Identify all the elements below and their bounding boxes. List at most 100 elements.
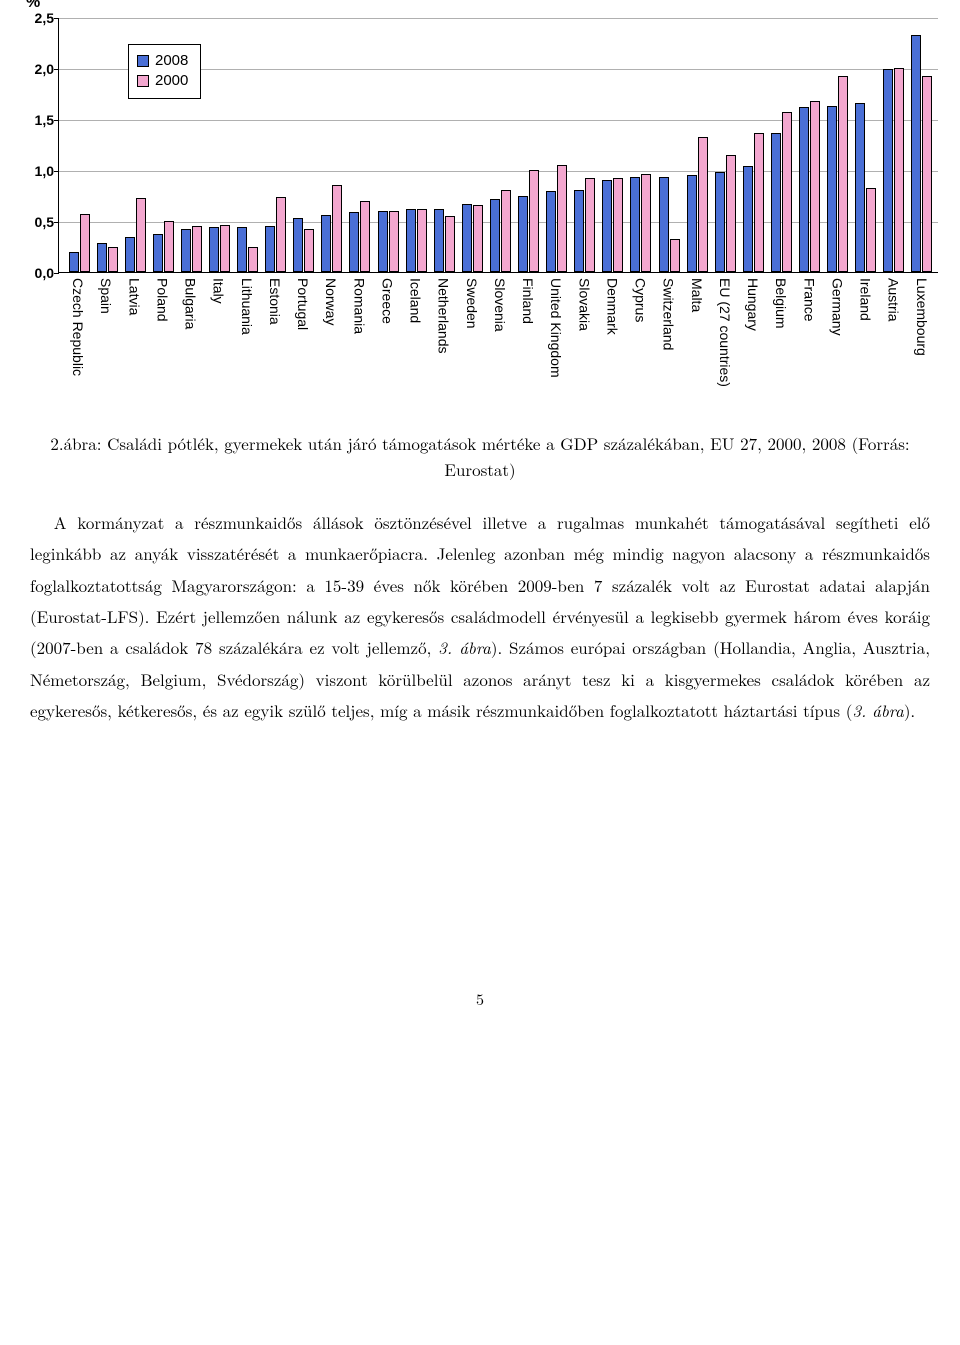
bar-pair <box>318 185 346 272</box>
x-label-wrap: France <box>795 276 823 387</box>
bar-s2008 <box>546 191 556 272</box>
bar-s2008 <box>687 175 697 272</box>
bar-s2008 <box>659 177 669 272</box>
bar-s2008 <box>715 172 725 272</box>
bar-pair <box>430 209 458 272</box>
x-label-wrap: United Kingdom <box>542 276 570 387</box>
y-tick-label: 1,0 <box>18 163 54 179</box>
x-label: Czech Republic <box>70 276 86 387</box>
bar-s2008 <box>97 243 107 272</box>
page-number: 5 <box>30 987 930 1010</box>
bar-pair <box>262 197 290 272</box>
x-label: Greece <box>379 276 395 387</box>
text: ). <box>904 698 915 722</box>
legend-label: 2008 <box>155 52 188 69</box>
x-label-wrap: Hungary <box>739 276 767 387</box>
x-label-wrap: Malta <box>683 276 711 387</box>
bar-pair <box>205 225 233 272</box>
x-label: Latvia <box>126 276 142 387</box>
x-label: Germany <box>829 276 845 387</box>
bar-pair <box>93 243 121 272</box>
x-label-wrap: Norway <box>317 276 345 387</box>
x-label-wrap: Netherlands <box>430 276 458 387</box>
bar-s2008 <box>827 106 837 272</box>
x-label-wrap: Bulgaria <box>177 276 205 387</box>
bar-pair <box>824 76 852 272</box>
bar-pair <box>711 155 739 272</box>
x-label-wrap: Latvia <box>120 276 148 387</box>
x-label-wrap: Portugal <box>289 276 317 387</box>
bar-pair <box>852 103 880 272</box>
x-label-wrap: Denmark <box>598 276 626 387</box>
bar-s2008 <box>799 107 809 272</box>
bar-s2008 <box>630 177 640 272</box>
x-label: Romania <box>351 276 367 387</box>
bar-s2000 <box>80 214 90 272</box>
x-label-wrap: Spain <box>92 276 120 387</box>
x-label: Malta <box>689 276 705 387</box>
legend-item-2000: 2000 <box>137 72 188 89</box>
x-label-wrap: Poland <box>148 276 176 387</box>
bar-s2008 <box>406 209 416 272</box>
x-label-wrap: Iceland <box>402 276 430 387</box>
bar-s2008 <box>181 229 191 272</box>
x-label-wrap: Switzerland <box>655 276 683 387</box>
bar-s2008 <box>321 215 331 272</box>
x-label-wrap: EU (27 countries) <box>711 276 739 387</box>
bar-s2000 <box>866 188 876 272</box>
bar-pair <box>655 177 683 272</box>
x-label: Norway <box>323 276 339 387</box>
bar-s2000 <box>641 174 651 272</box>
bar-s2000 <box>136 198 146 272</box>
x-label-wrap: Slovakia <box>570 276 598 387</box>
x-label: United Kingdom <box>548 276 564 387</box>
y-tick-label: 0,0 <box>18 265 54 281</box>
y-tick-label: 1,5 <box>18 112 54 128</box>
bar-s2008 <box>125 237 135 272</box>
x-label: Slovenia <box>492 276 508 387</box>
y-tick-label: 2,0 <box>18 61 54 77</box>
x-label-wrap: Luxembourg <box>908 276 936 387</box>
x-label: Bulgaria <box>183 276 199 387</box>
bar-s2008 <box>69 252 79 272</box>
bar-s2000 <box>726 155 736 272</box>
swatch-2008 <box>137 55 149 67</box>
bar-s2000 <box>389 211 399 272</box>
bar-s2000 <box>698 137 708 272</box>
body-paragraph: A kormányzat a részmunkaidős állások ösz… <box>30 507 930 727</box>
bar-s2008 <box>462 204 472 272</box>
bar-s2008 <box>518 196 528 273</box>
x-label: Lithuania <box>239 276 255 387</box>
bar-pair <box>571 178 599 272</box>
bar-pair <box>121 198 149 272</box>
bar-s2000 <box>332 185 342 272</box>
bar-s2000 <box>670 239 680 272</box>
bar-s2000 <box>754 133 764 272</box>
bar-s2008 <box>771 133 781 272</box>
x-label: Sweden <box>464 276 480 387</box>
swatch-2000 <box>137 75 149 87</box>
bar-s2008 <box>490 199 500 272</box>
bar-s2008 <box>153 234 163 272</box>
x-label-wrap: Belgium <box>767 276 795 387</box>
bar-s2000 <box>360 201 370 272</box>
bar-s2000 <box>585 178 595 272</box>
x-label: Poland <box>154 276 170 387</box>
italic-ref: 3. ábra <box>852 698 904 722</box>
bar-s2008 <box>209 227 219 272</box>
x-label-wrap: Sweden <box>458 276 486 387</box>
x-label: Austria <box>886 276 902 387</box>
bar-s2008 <box>434 209 444 272</box>
bar-pair <box>486 190 514 272</box>
caption-line: Eurostat) <box>444 457 515 481</box>
bar-pair <box>65 214 93 272</box>
x-label: Denmark <box>604 276 620 387</box>
x-label-wrap: Lithuania <box>233 276 261 387</box>
bar-pair <box>627 174 655 272</box>
x-label: Italy <box>211 276 227 387</box>
y-tick-label: 0,5 <box>18 214 54 230</box>
bar-pair <box>290 218 318 272</box>
bar-s2008 <box>602 180 612 272</box>
bar-s2000 <box>529 170 539 272</box>
bar-s2000 <box>417 209 427 272</box>
